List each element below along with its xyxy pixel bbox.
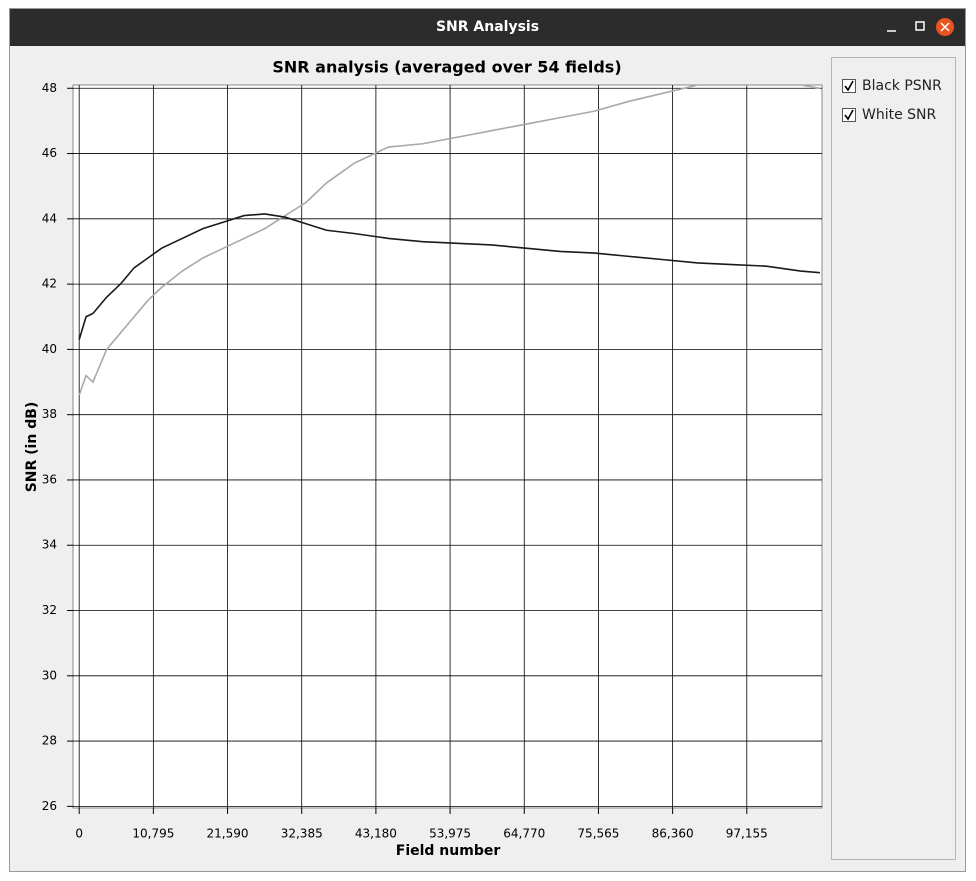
y-axis-label: SNR (in dB) (24, 402, 40, 493)
legend-checkbox[interactable]: Black PSNR (842, 78, 942, 94)
x-axis-label: Field number (396, 843, 501, 859)
chart: SNR analysis (averaged over 54 fields) F… (24, 58, 823, 859)
maximize-button[interactable] (915, 21, 925, 31)
legend-label: White SNR (862, 107, 937, 123)
series-line (78, 84, 821, 396)
x-tick-label: 86,360 (652, 827, 694, 841)
x-tick-label: 21,590 (207, 827, 249, 841)
legend-label: Black PSNR (862, 78, 942, 94)
title-bar: SNR Analysis (10, 9, 965, 46)
y-tick-label: 26 (42, 799, 57, 813)
x-tick-label: 43,180 (355, 827, 397, 841)
x-tick-label: 32,385 (281, 827, 323, 841)
window-controls (887, 18, 954, 36)
y-tick-label: 32 (42, 603, 57, 617)
y-tick-label: 42 (42, 277, 57, 291)
y-tick-label: 36 (42, 472, 57, 486)
x-tick-label: 0 (75, 827, 83, 841)
window-title: SNR Analysis (435, 19, 540, 35)
close-button[interactable] (936, 18, 954, 36)
chart-title: SNR analysis (averaged over 54 fields) (272, 58, 621, 77)
plot-area (72, 84, 823, 809)
x-tick-label: 53,975 (429, 827, 471, 841)
y-tick-label: 46 (42, 146, 57, 160)
y-tick-label: 34 (42, 538, 57, 552)
y-tick-label: 40 (42, 342, 57, 356)
series-line (78, 213, 821, 340)
y-tick-label: 30 (42, 668, 57, 682)
legend-checkbox[interactable]: White SNR (842, 107, 936, 123)
x-tick-label: 97,155 (726, 827, 768, 841)
x-tick-label: 75,565 (577, 827, 619, 841)
y-tick-label: 48 (42, 81, 57, 95)
y-tick-label: 38 (42, 407, 57, 421)
y-tick-label: 44 (42, 211, 57, 225)
y-tick-label: 28 (42, 734, 57, 748)
legend-panel: Black PSNR White SNR (831, 57, 956, 860)
x-tick-label: 10,795 (132, 827, 174, 841)
x-tick-label: 64,770 (503, 827, 545, 841)
